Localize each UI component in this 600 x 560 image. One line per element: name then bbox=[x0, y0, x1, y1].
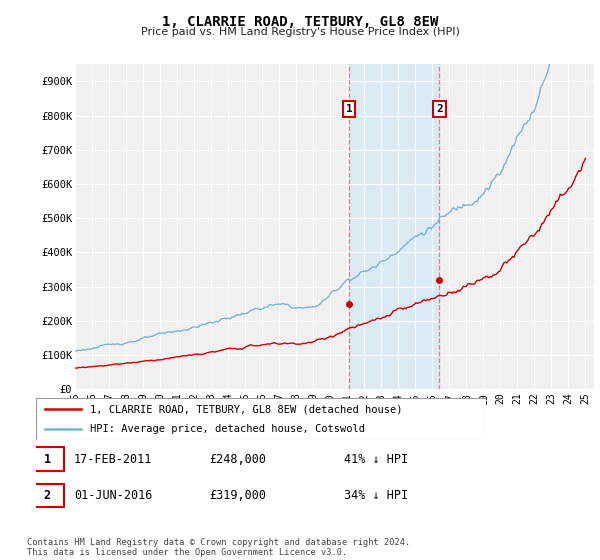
Text: 2: 2 bbox=[44, 489, 51, 502]
Text: 41% ↓ HPI: 41% ↓ HPI bbox=[344, 453, 408, 466]
Text: £319,000: £319,000 bbox=[209, 489, 266, 502]
Text: 1, CLARRIE ROAD, TETBURY, GL8 8EW: 1, CLARRIE ROAD, TETBURY, GL8 8EW bbox=[162, 15, 438, 29]
FancyBboxPatch shape bbox=[36, 398, 486, 440]
Text: Price paid vs. HM Land Registry's House Price Index (HPI): Price paid vs. HM Land Registry's House … bbox=[140, 27, 460, 37]
Text: Contains HM Land Registry data © Crown copyright and database right 2024.
This d: Contains HM Land Registry data © Crown c… bbox=[27, 538, 410, 557]
Text: 1: 1 bbox=[44, 453, 51, 466]
Text: 01-JUN-2016: 01-JUN-2016 bbox=[74, 489, 152, 502]
Text: 34% ↓ HPI: 34% ↓ HPI bbox=[344, 489, 408, 502]
Text: HPI: Average price, detached house, Cotswold: HPI: Average price, detached house, Cots… bbox=[90, 424, 365, 434]
FancyBboxPatch shape bbox=[31, 447, 64, 472]
Text: 1, CLARRIE ROAD, TETBURY, GL8 8EW (detached house): 1, CLARRIE ROAD, TETBURY, GL8 8EW (detac… bbox=[90, 404, 403, 414]
Text: 2: 2 bbox=[436, 104, 443, 114]
Bar bbox=[349, 64, 439, 389]
Text: 17-FEB-2011: 17-FEB-2011 bbox=[74, 453, 152, 466]
FancyBboxPatch shape bbox=[31, 483, 64, 507]
Text: £248,000: £248,000 bbox=[209, 453, 266, 466]
Text: 1: 1 bbox=[346, 104, 353, 114]
